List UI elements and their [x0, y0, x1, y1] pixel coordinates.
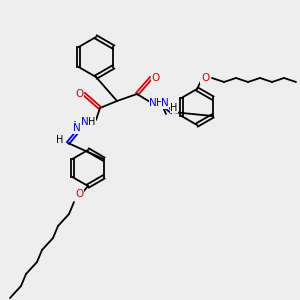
Text: N: N: [161, 98, 169, 108]
Text: O: O: [75, 89, 83, 99]
Text: O: O: [201, 73, 209, 83]
Text: N: N: [149, 98, 157, 108]
Text: N: N: [73, 123, 81, 133]
Text: O: O: [75, 189, 83, 199]
Text: H: H: [56, 135, 64, 145]
Text: H: H: [156, 98, 164, 108]
Text: H: H: [170, 103, 178, 113]
Text: H: H: [88, 117, 96, 127]
Text: N: N: [81, 117, 89, 127]
Text: O: O: [152, 73, 160, 83]
